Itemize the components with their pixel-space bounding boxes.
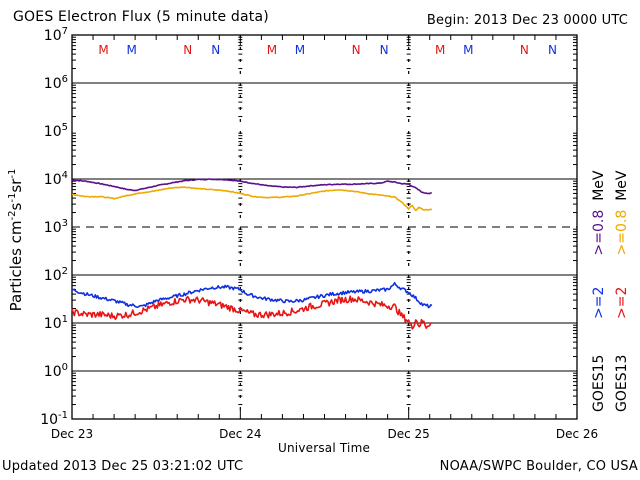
marker-n-goes13: N [520,43,529,57]
series-goes15-2-mev [71,281,433,309]
legend-goes15-08mev: >=0.8 [591,209,607,256]
y-tick-label: 103 [44,218,68,236]
series-goes13-0-8-mev [71,186,433,212]
legend-goes15-name: GOES15 [591,354,607,412]
marker-n-goes15: N [548,43,557,57]
x-tick-label: Dec 25 [388,427,430,441]
y-tick-label: 105 [44,122,68,140]
marker-n-goes15: N [380,43,389,57]
series-goes15-0-8-mev [72,178,432,195]
marker-m-goes13: M [267,43,277,57]
y-tick-label: 10-1 [40,410,68,428]
series-goes13-2-mev [71,295,432,330]
legend-goes13: GOES13 >=2 >=0.8 MeV [614,171,630,412]
marker-n-goes13: N [352,43,361,57]
legend-goes15-2mev: >=2 [591,286,607,319]
y-tick-label: 104 [44,170,68,188]
marker-m-goes13: M [98,43,108,57]
begin-time-label: Begin: 2013 Dec 23 0000 UTC [426,13,628,28]
chart-title: GOES Electron Flux (5 minute data) [13,9,269,25]
legend-goes15-unit: MeV [591,170,607,201]
x-tick-label: Dec 26 [556,427,598,441]
y-tick-label: 106 [44,74,68,92]
y-tick-label: 101 [44,314,68,332]
y-tick-label: 102 [44,266,68,284]
marker-m-goes15: M [126,43,136,57]
x-tick-label: Dec 24 [219,427,261,441]
legend-goes13-08mev: >=0.8 [614,209,630,256]
legend-goes13-name: GOES13 [614,354,630,412]
legend-goes13-2mev: >=2 [614,286,630,319]
y-tick-label: 107 [44,26,68,44]
legend-goes15: GOES15 >=2 >=0.8 MeV [591,171,607,412]
marker-m-goes15: M [295,43,305,57]
marker-n-goes15: N [211,43,220,57]
marker-m-goes13: M [435,43,445,57]
y-tick-label: 100 [44,362,68,380]
credit-label: NOAA/SWPC Boulder, CO USA [439,459,638,474]
x-axis-label: Universal Time [278,441,371,455]
marker-n-goes13: N [183,43,192,57]
legend-goes13-unit: MeV [614,170,630,201]
updated-timestamp: Updated 2013 Dec 25 03:21:02 UTC [2,459,244,474]
x-tick-label: Dec 23 [51,427,93,441]
marker-m-goes15: M [463,43,473,57]
